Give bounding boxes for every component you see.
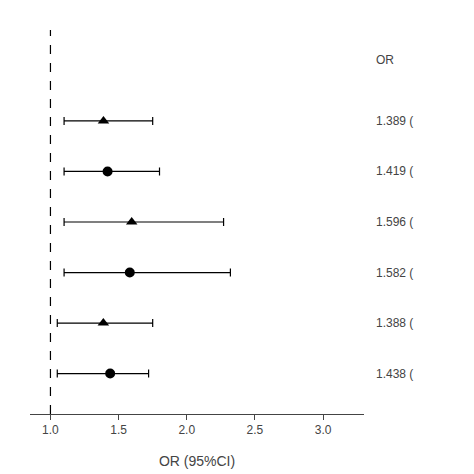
svg-text:1.596 (: 1.596 (: [376, 215, 413, 229]
svg-text:OR: OR: [376, 53, 394, 67]
svg-text:1.0: 1.0: [42, 423, 59, 437]
svg-text:OR (95%CI): OR (95%CI): [159, 453, 235, 469]
svg-text:1.438 (: 1.438 (: [376, 367, 413, 381]
svg-text:1.419 (: 1.419 (: [376, 164, 413, 178]
svg-text:1.389 (: 1.389 (: [376, 114, 413, 128]
svg-text:3.0: 3.0: [315, 423, 332, 437]
svg-text:1.582 (: 1.582 (: [376, 266, 413, 280]
svg-text:1.388 (: 1.388 (: [376, 316, 413, 330]
svg-text:2.5: 2.5: [247, 423, 264, 437]
svg-text:2.0: 2.0: [178, 423, 195, 437]
svg-text:1.5: 1.5: [110, 423, 127, 437]
